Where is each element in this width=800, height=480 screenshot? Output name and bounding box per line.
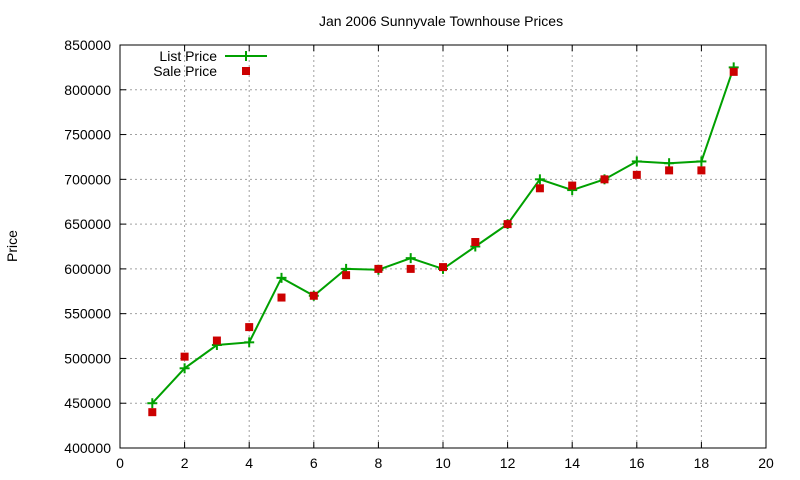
- sale-price-point: [406, 264, 415, 273]
- y-axis-label: Price: [4, 230, 20, 262]
- sale-price-point: [632, 170, 641, 179]
- sale-price-point: [471, 238, 480, 247]
- y-tick-label: 600000: [64, 261, 111, 277]
- sale-price-point: [665, 166, 674, 175]
- sale-price-point: [503, 220, 512, 229]
- axis-ticks: 0 2 4 6 8 10 12 14 16 18 20 400000 450000 500000 55000…: [64, 37, 774, 471]
- y-tick-label: 750000: [64, 127, 111, 143]
- sale-price-point: [374, 264, 383, 273]
- x-tick-label: 0: [116, 455, 124, 471]
- list-price-point: [276, 272, 287, 283]
- legend-marker-sale-price: [242, 67, 250, 75]
- list-price-point: [696, 156, 707, 167]
- y-tick-label: 800000: [64, 82, 111, 98]
- x-tick-label: 10: [435, 455, 451, 471]
- sale-price-point: [729, 67, 738, 76]
- sale-price-point: [535, 184, 544, 193]
- x-tick-label: 4: [245, 455, 253, 471]
- sale-price-point: [212, 336, 221, 345]
- list-price-point: [179, 363, 190, 374]
- y-tick-label: 700000: [64, 171, 111, 187]
- x-tick-label: 8: [375, 455, 383, 471]
- sale-price-point: [568, 181, 577, 190]
- x-tick-label: 14: [564, 455, 580, 471]
- sale-price-point: [245, 323, 254, 332]
- x-tick-label: 18: [694, 455, 710, 471]
- sale-price-point: [309, 291, 318, 300]
- sale-price-point: [342, 271, 351, 280]
- y-tick-label: 400000: [64, 440, 111, 456]
- grid: [120, 45, 766, 448]
- list-price-point: [631, 156, 642, 167]
- y-tick-label: 650000: [64, 216, 111, 232]
- sale-price-point: [697, 166, 706, 175]
- legend-marker-list-price: [241, 51, 251, 61]
- sale-price-point: [148, 408, 157, 417]
- list-price-point: [405, 253, 416, 264]
- list-price-point: [534, 174, 545, 185]
- y-tick-label: 850000: [64, 37, 111, 53]
- sale-price-point: [277, 293, 286, 302]
- legend-label-sale-price: Sale Price: [153, 63, 217, 79]
- chart-title: Jan 2006 Sunnyvale Townhouse Prices: [319, 13, 563, 29]
- x-tick-label: 16: [629, 455, 645, 471]
- y-tick-label: 450000: [64, 395, 111, 411]
- x-tick-label: 2: [181, 455, 189, 471]
- y-tick-label: 500000: [64, 350, 111, 366]
- x-tick-label: 20: [758, 455, 774, 471]
- x-tick-label: 12: [500, 455, 516, 471]
- series: [147, 62, 739, 417]
- x-tick-label: 6: [310, 455, 318, 471]
- legend-label-list-price: List Price: [159, 48, 217, 64]
- sale-price-point: [180, 352, 189, 361]
- list-price-point: [244, 337, 255, 348]
- y-tick-label: 550000: [64, 306, 111, 322]
- plot-frame: [119, 44, 767, 449]
- list-price-point: [147, 398, 158, 409]
- sale-price-point: [600, 175, 609, 184]
- sale-price-point: [439, 263, 447, 272]
